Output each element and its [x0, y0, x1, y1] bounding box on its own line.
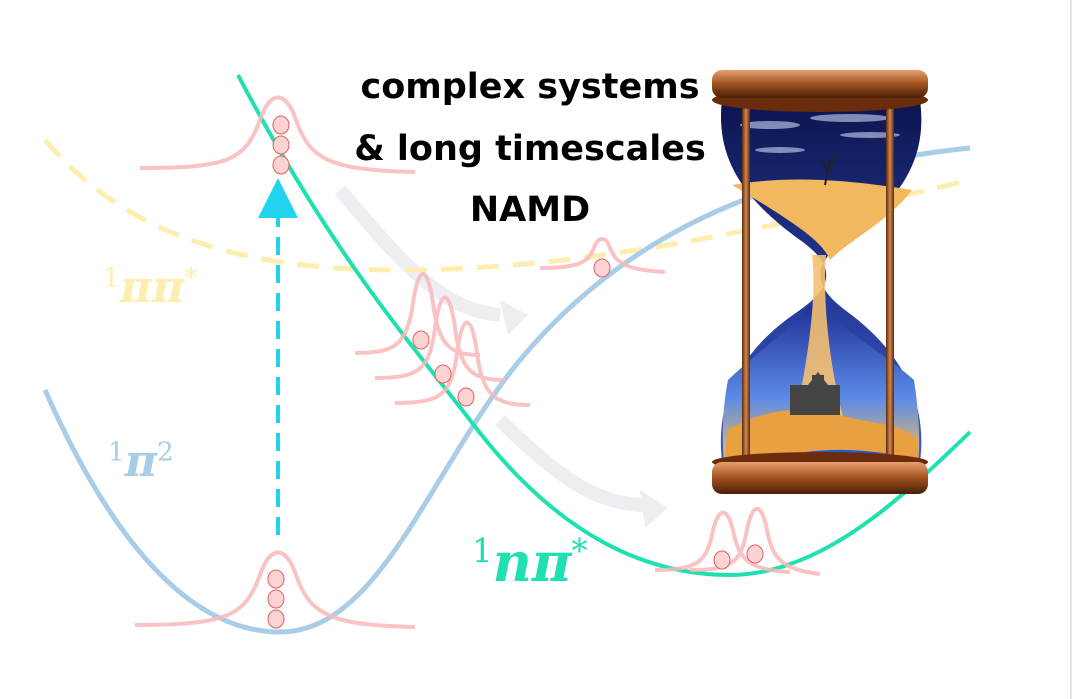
label-pi2-prefix: 1 [108, 436, 125, 468]
wavepackets [134, 95, 821, 629]
label-pipi-star-prefix: 1 [103, 262, 120, 294]
label-pipi-star-body: ππ [119, 262, 185, 313]
headline-line-2: & long timescales [354, 129, 706, 169]
wavepacket-pipi [539, 237, 666, 274]
right-edge-divider [1070, 0, 1072, 699]
npi-star-curve [236, 74, 972, 578]
flow-arrow-upper-head [500, 300, 528, 335]
wavepacket-min-2 [689, 506, 821, 576]
wavepacket-ground [134, 550, 416, 629]
wavepacket-min-1 [654, 510, 791, 574]
wavepacket-mid-2 [374, 295, 506, 382]
label-npi-star-suffix: * [571, 532, 588, 570]
label-pi2-suffix: 2 [157, 436, 174, 468]
label-npi-star: 1nπ* [472, 530, 588, 594]
label-npi-star-body: nπ [492, 530, 572, 594]
wavepacket-mid-3 [394, 320, 531, 407]
label-pipi-star-suffix: * [184, 262, 198, 294]
wavepacket-top [139, 95, 416, 174]
trajectory-points [267, 115, 764, 629]
wavepacket-mid-1 [354, 272, 481, 357]
headline-line-3: NAMD [469, 190, 591, 230]
hourglass-icon [712, 70, 928, 494]
headline-line-1: complex systems [360, 67, 700, 107]
label-pipi-star: 1ππ* [103, 262, 197, 313]
ground-state-curve [42, 145, 971, 635]
flow-arrow-lower-head [640, 490, 668, 528]
flow-arrow-lower [495, 415, 646, 512]
label-pi2: 1π2 [108, 436, 174, 487]
label-npi-star-prefix: 1 [472, 532, 493, 570]
label-pi2-body: π [124, 436, 158, 487]
